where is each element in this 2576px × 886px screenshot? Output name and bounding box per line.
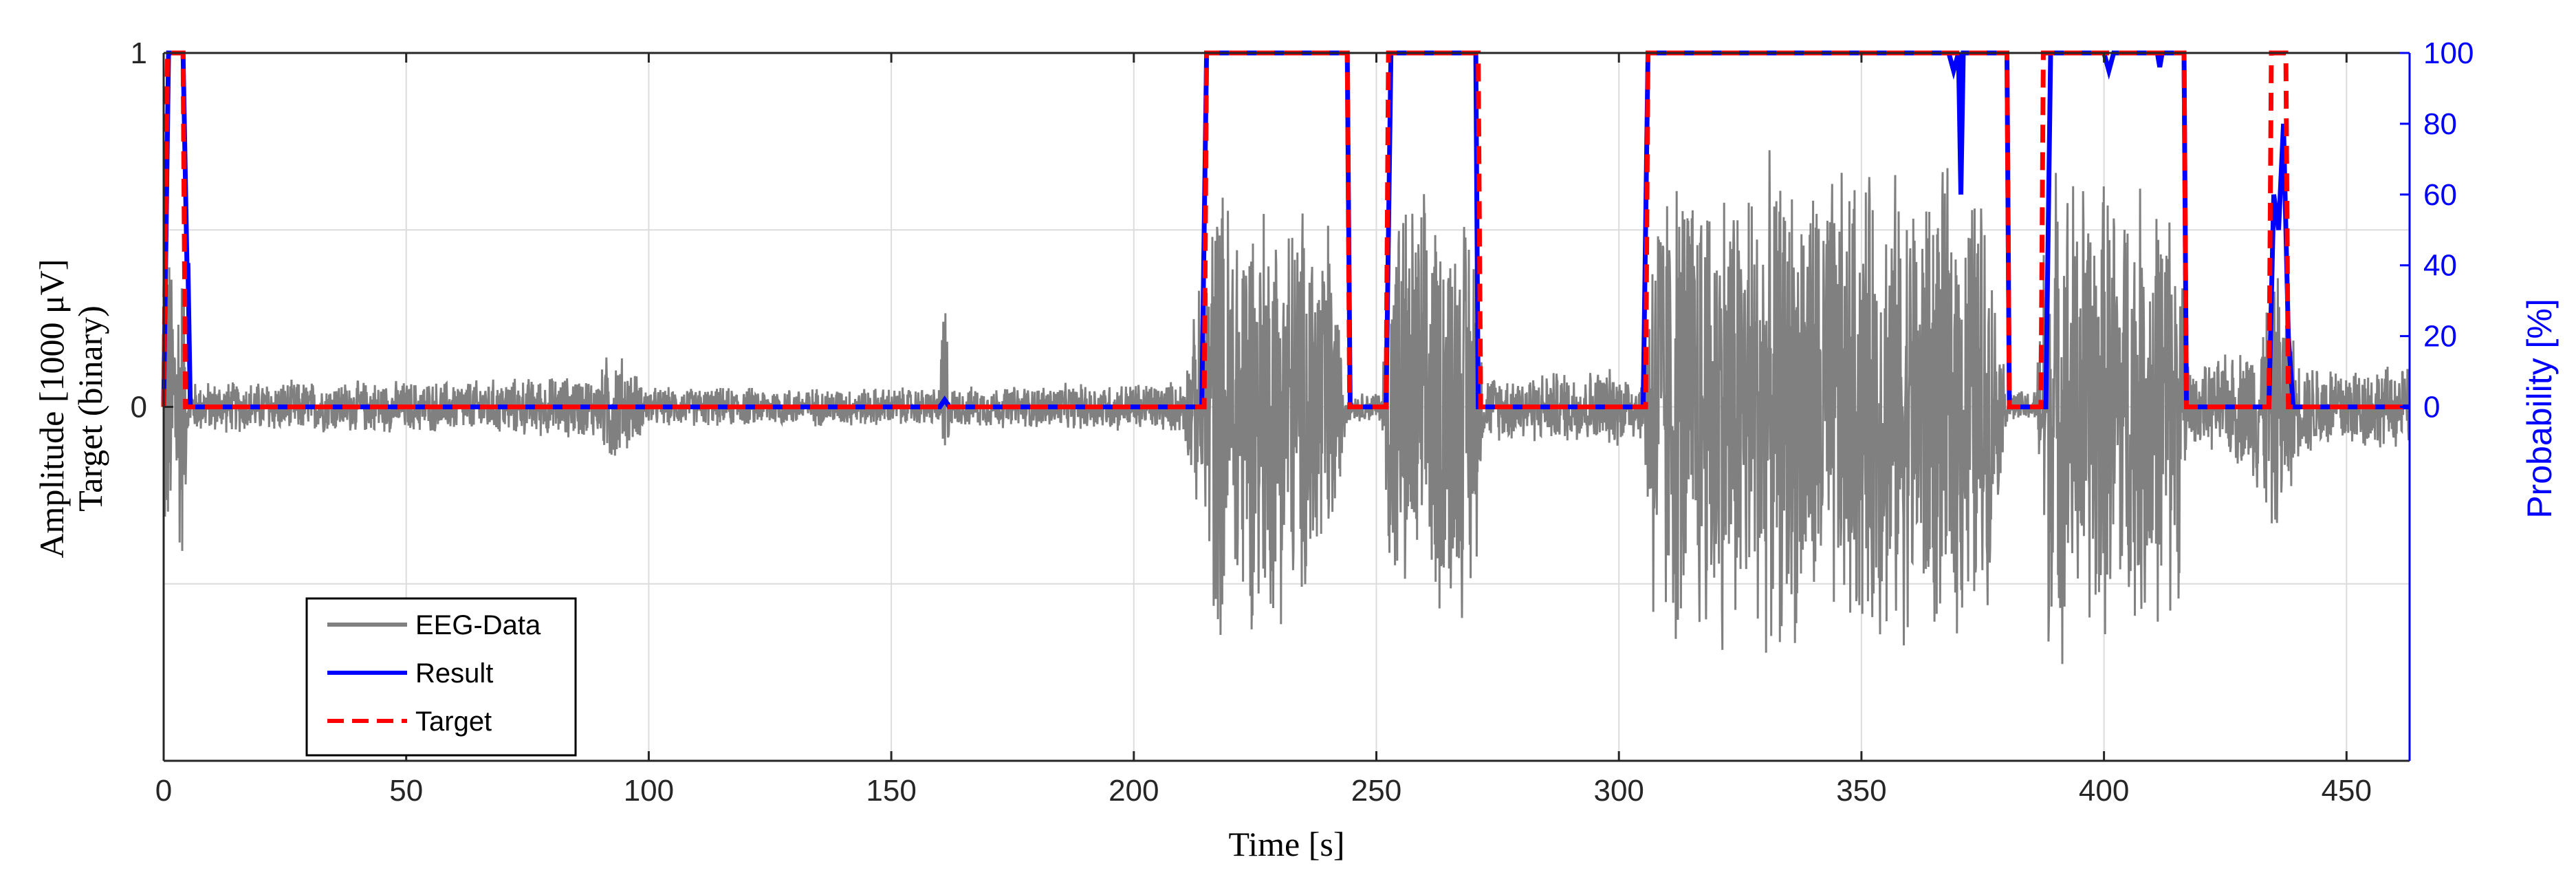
- legend-label-result: Result: [415, 658, 493, 689]
- x-tick-label: 100: [624, 774, 674, 808]
- y-right-tick-label: 40: [2423, 249, 2457, 283]
- x-tick-label: 350: [1836, 774, 1886, 808]
- x-tick-label: 450: [2322, 774, 2372, 808]
- legend: EEG-Data Result Target: [305, 597, 577, 757]
- y-left-tick-label: 0: [131, 391, 147, 424]
- target-line: [161, 50, 2410, 409]
- y-axis-label-probability: Probability [%]: [2520, 299, 2559, 519]
- x-tick-label: 250: [1351, 774, 1401, 808]
- x-ticks: 0 50 100 150 200 250 300 350 400 450: [155, 53, 2372, 808]
- y-right-tick-label: 20: [2423, 320, 2457, 354]
- legend-label-eeg: EEG-Data: [415, 610, 541, 640]
- y-right-tick-label: 0: [2423, 391, 2440, 424]
- y-right-tick-label: 100: [2423, 36, 2474, 70]
- y-axis-label-target: Target (binary): [71, 305, 109, 512]
- x-tick-label: 400: [2079, 774, 2129, 808]
- legend-label-target: Target: [415, 706, 492, 737]
- y-ticks-right: 0 20 40 60 80 100: [2400, 36, 2474, 424]
- x-tick-label: 150: [866, 774, 916, 808]
- y-ticks-left: 01: [131, 36, 173, 424]
- x-tick-label: 300: [1593, 774, 1644, 808]
- x-tick-label: 200: [1109, 774, 1159, 808]
- x-tick-label: 50: [389, 774, 423, 808]
- y-axis-label-amplitude: Amplitude [1000 μV]: [32, 259, 71, 558]
- target-series: [161, 50, 2410, 409]
- y-right-tick-label: 60: [2423, 178, 2457, 212]
- x-axis-label: Time [s]: [1228, 825, 1344, 863]
- y-right-tick-label: 80: [2423, 107, 2457, 141]
- x-tick-label: 0: [155, 774, 172, 808]
- y-left-tick-label: 1: [131, 36, 147, 70]
